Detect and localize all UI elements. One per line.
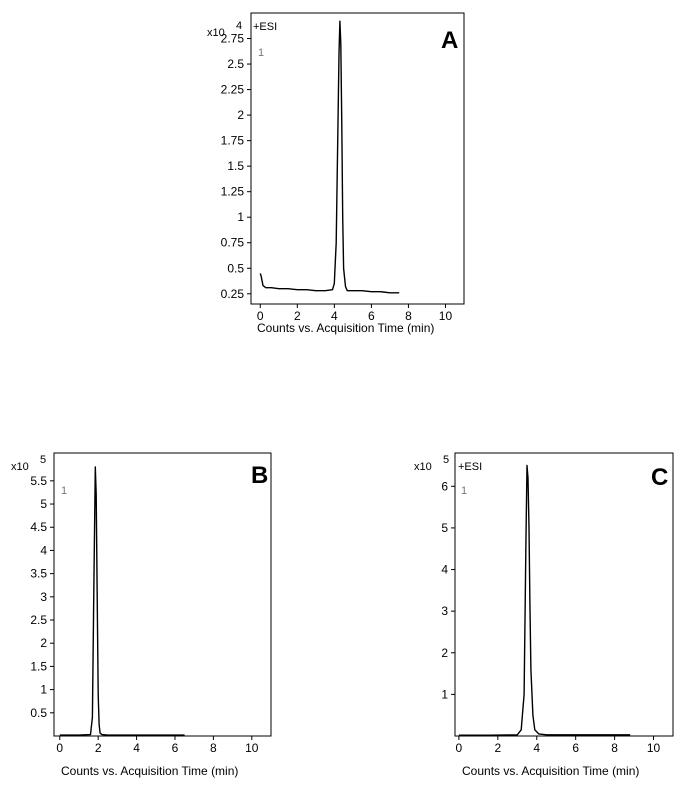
panel-letter: A [441,27,458,54]
y-ticks: 0.5 1 1.5 2 2.5 3 3.5 4 4.5 5 5.5 [30,474,54,720]
y-ticks: 1 2 3 4 5 6 [441,479,455,701]
y-tick-label: 0.75 [221,236,245,250]
x-ticks: 0 2 4 6 8 10 [56,736,259,755]
traces [458,464,631,736]
x-tick-label: 4 [533,741,540,755]
y-tick-label: 2.75 [221,32,245,46]
y-tick-label: 1.5 [227,159,244,173]
chromatogram-trace [458,464,631,736]
x-tick-label: 0 [456,741,463,755]
scale-base: x10 [207,27,225,39]
y-tick-label: 1 [441,687,448,701]
y-tick-label: 2 [441,646,448,660]
y-tick-label: 5.5 [30,474,47,488]
x-tick-label: 10 [439,309,453,323]
ionization-mode-label: +ESI [458,461,482,473]
plot-frame [250,12,465,305]
panel-letter: C [651,464,668,491]
x-tick-label: 0 [257,309,264,323]
y-tick-label: 5 [40,497,47,511]
x-tick-label: 0 [56,741,63,755]
panel-letter: B [251,462,268,489]
y-tick-label: 3 [40,590,47,604]
trace-label: 1 [461,485,467,497]
x-tick-label: 6 [572,741,579,755]
y-tick-label: 4.5 [30,520,47,534]
chromatogram-trace [259,20,400,294]
x-tick-label: 8 [210,741,217,755]
traces [59,466,185,736]
y-tick-label: 1 [237,210,244,224]
y-tick-label: 6 [441,479,448,493]
y-ticks: 0.25 0.5 0.75 1 1.25 1.5 1.75 2 2.25 2.5 2.75 [221,32,251,301]
y-tick-label: 2 [40,636,47,650]
y-tick-label: 1.25 [221,185,245,199]
y-tick-label: 2.25 [221,83,245,97]
chart-panel-a: x10 4 +ESI 1 A Counts vs. Acquisition Ti… [207,12,465,335]
y-tick-label: 0.5 [30,706,47,720]
y-tick-label: 1 [40,683,47,697]
y-tick-label: 2.5 [227,57,244,71]
x-axis-label: Counts vs. Acquisition Time (min) [61,764,238,778]
x-tick-label: 4 [331,309,338,323]
y-tick-label: 2.5 [30,613,47,627]
y-tick-label: 2 [237,108,244,122]
scale-base: x10 [414,461,432,473]
traces [259,20,400,294]
y-tick-label: 0.25 [221,287,245,301]
y-tick-label: 4 [40,543,47,557]
y-tick-label: 1.75 [221,134,245,148]
x-tick-label: 2 [294,309,301,323]
y-tick-label: 0.5 [227,261,244,275]
x-tick-label: 8 [611,741,618,755]
x-tick-label: 2 [95,741,102,755]
ionization-mode-label: +ESI [253,21,277,33]
x-axis-label: Counts vs. Acquisition Time (min) [462,764,639,778]
x-tick-label: 2 [494,741,501,755]
x-ticks: 0 2 4 6 8 10 [257,304,453,323]
chart-panel-c: x10 5 +ESI 1 C Counts vs. Acquisition Ti… [414,452,674,778]
chromatogram-trace [59,466,185,736]
plot-frame [454,452,674,737]
y-tick-label: 4 [441,563,448,577]
y-tick-label: 1.5 [30,659,47,673]
scale-exponent: 5 [443,454,449,466]
trace-label: 1 [61,485,67,497]
scale-exponent: 5 [40,454,46,466]
scale-base: x10 [11,461,29,473]
x-tick-label: 10 [245,741,259,755]
x-tick-label: 4 [133,741,140,755]
trace-label: 1 [258,47,264,59]
scale-exponent: 4 [236,20,242,32]
x-axis-label: Counts vs. Acquisition Time (min) [257,321,434,335]
x-tick-label: 8 [405,309,412,323]
x-ticks: 0 2 4 6 8 10 [456,736,661,755]
x-tick-label: 6 [368,309,375,323]
plot-frame [53,452,272,737]
chart-panel-b: x10 5 1 B Counts vs. Acquisition Time (m… [11,452,272,778]
y-tick-label: 3 [441,604,448,618]
y-tick-label: 5 [441,521,448,535]
x-tick-label: 10 [647,741,661,755]
y-tick-label: 3.5 [30,567,47,581]
x-tick-label: 6 [172,741,179,755]
